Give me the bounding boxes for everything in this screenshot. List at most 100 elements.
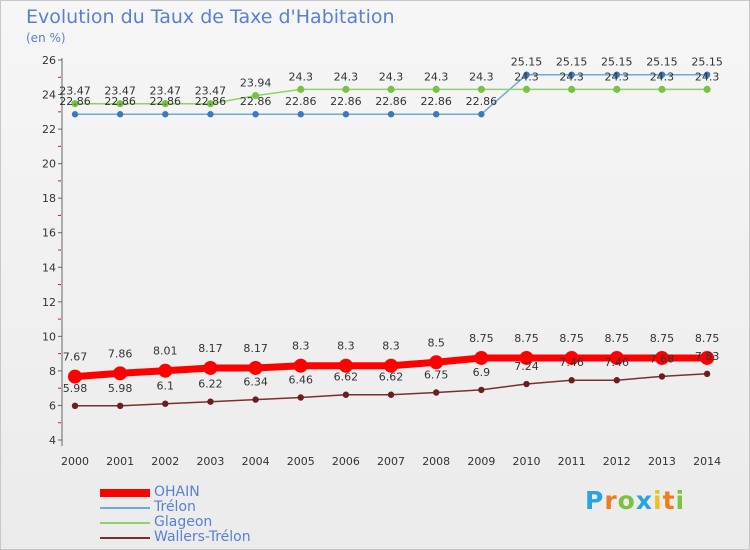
y-tick-label: 12 [42,296,56,309]
chart-title: Evolution du Taux de Taxe d'Habitation [26,6,395,28]
x-tick-label: 2013 [648,455,676,468]
data-point [654,350,669,365]
x-tick-label: 2001 [106,455,134,468]
data-point [71,402,79,409]
data-label: 23.94 [240,77,272,90]
data-label: 22.86 [150,95,182,108]
data-point [342,391,350,398]
y-tick-label: 24 [42,89,56,102]
data-point [338,358,353,373]
data-point [252,396,259,403]
legend-swatch-trelon [100,507,150,509]
legend-label-ohain: OHAIN [154,484,200,500]
data-point [384,358,399,373]
legend-swatch-wallers-trelon [100,537,150,539]
data-label: 24.3 [695,70,720,83]
x-tick-label: 2002 [151,455,179,468]
data-point [519,350,534,365]
data-point [207,398,214,405]
y-tick-label: 22 [42,123,56,136]
data-point [161,100,169,108]
logo-letter: t [662,486,676,515]
data-label: 24.3 [605,70,630,83]
data-label: 7.24 [514,360,539,373]
data-point [68,369,82,384]
data-point [568,85,576,93]
x-tick-label: 2012 [603,455,631,468]
data-point [71,111,79,118]
data-label: 8.01 [153,345,178,358]
data-point [568,377,575,384]
data-point [433,111,440,118]
data-point [116,100,124,108]
data-point [478,111,485,118]
data-point [252,111,259,118]
data-label: 22.86 [420,95,452,108]
data-label: 7.83 [695,350,720,363]
data-point [477,85,485,93]
data-point [609,350,624,365]
data-label: 22.86 [104,95,136,108]
data-label: 24.3 [514,70,539,83]
data-label: 6.46 [289,374,314,387]
data-label: 24.3 [379,70,404,83]
data-label: 25.15 [511,56,543,69]
data-point [158,363,173,378]
data-point [429,355,444,370]
data-label: 25.15 [691,56,723,69]
data-point [203,360,218,375]
data-point [613,85,621,93]
y-tick-label: 6 [49,399,56,412]
data-point [297,85,305,93]
logo-letter: r [604,486,618,515]
legend-label-wallers-trelon: Wallers-Trélon [154,529,251,545]
logo-letter: o [617,486,636,515]
data-point [564,350,579,365]
data-point [387,111,395,118]
logo-letter: i [653,486,663,515]
data-labels-layer: 7.67 7.86 8.01 8.17 8.17 8.3 8.3 8.3 8.5 8.75 8.75… [59,56,723,395]
data-point [433,389,440,396]
data-label: 8.75 [650,332,675,345]
data-point [474,350,489,365]
data-label: 7.86 [108,347,133,360]
x-tick-label: 2007 [377,455,405,468]
data-label: 8.3 [337,340,355,353]
y-tick-label: 14 [42,261,56,274]
data-label: 7.46 [605,356,630,369]
data-point [523,71,530,78]
data-point [162,111,169,118]
data-label: 8.17 [198,342,223,355]
x-tick-label: 2006 [332,455,360,468]
data-label: 8.75 [469,332,494,345]
data-point [207,111,214,118]
data-point [703,370,711,378]
x-tick-label: 2005 [287,455,315,468]
x-tick-label: 2000 [61,455,89,468]
data-label: 22.86 [330,95,362,108]
data-point [658,85,666,93]
data-point [206,100,215,108]
data-point [523,380,530,388]
data-point [613,377,620,384]
legend-label-trelon: Trélon [154,499,196,515]
data-label: 22.86 [195,95,227,108]
x-tick-label: 2011 [558,455,586,468]
data-label: 6.62 [379,371,404,384]
axes: 4 6 8 10 12 14 16 18 20 22 24 26 2000 2001 2002 2003 200… [42,54,721,468]
data-point [116,402,124,409]
data-point [252,91,260,100]
x-tick-label: 2003 [196,455,224,468]
data-point [387,85,395,93]
x-tick-label: 2008 [422,455,450,468]
data-label: 8.3 [382,340,400,353]
data-label: 23.47 [195,85,227,98]
data-label: 25.15 [556,56,588,69]
data-point [658,373,666,380]
data-label: 25.15 [646,56,678,69]
x-tick-label: 2010 [513,455,541,468]
data-label: 8.75 [559,332,584,345]
data-label: 6.62 [334,371,359,384]
